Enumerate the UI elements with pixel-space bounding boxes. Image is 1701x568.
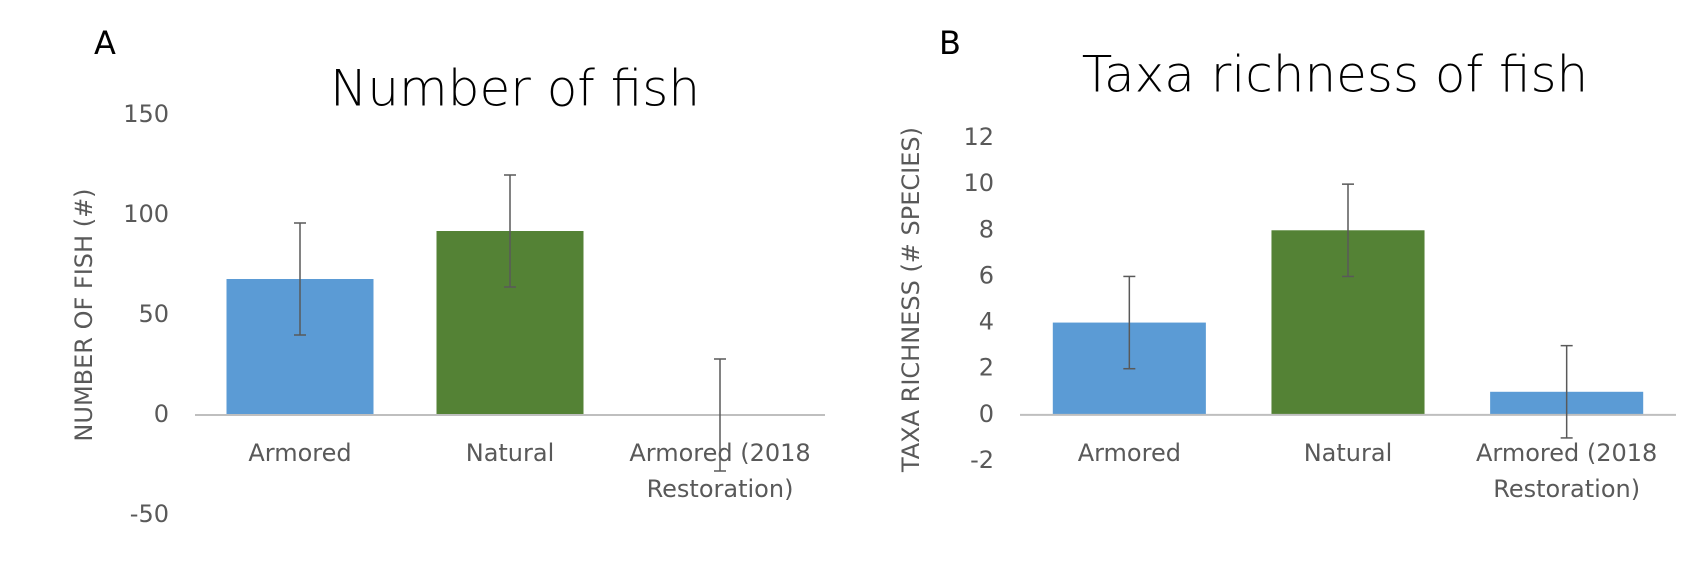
error-bar	[1560, 344, 1573, 439]
y-axis-title: TAXA RICHNESS (# SPECIES)	[897, 127, 925, 473]
x-tick-label-box: Armored (2018 Restoration)	[629, 439, 811, 503]
y-tick-label: 12	[963, 123, 994, 151]
y-tick-label: 4	[979, 308, 994, 336]
chart-title: Number of fish	[330, 60, 700, 118]
panel-label: A	[94, 24, 116, 62]
y-tick-label: 150	[123, 100, 169, 128]
x-tick-label-box: Armored	[248, 439, 352, 467]
error-bar	[504, 174, 516, 288]
x-tick-label: Armored	[1077, 438, 1181, 467]
panel-label: B	[939, 24, 961, 62]
x-tick-label: Armored	[248, 439, 352, 467]
chart-title: Taxa richness of fish	[1082, 46, 1588, 104]
error-bar	[1123, 275, 1136, 370]
y-tick-label: 2	[979, 354, 994, 382]
error-bar	[1342, 183, 1354, 278]
y-tick-label: -2	[970, 446, 994, 474]
x-tick-label-box: Armored	[1077, 438, 1181, 467]
x-tick-label-box: Natural	[465, 439, 555, 467]
error-bar	[294, 222, 306, 336]
x-tick-label: Armored (2018 Restoration)	[629, 439, 811, 503]
y-tick-label: 0	[979, 400, 994, 428]
y-axis-title: NUMBER OF FISH (#)	[70, 188, 98, 441]
y-tick-label: 6	[979, 261, 994, 289]
x-tick-label: Natural	[465, 439, 555, 467]
y-tick-label: 50	[138, 300, 169, 328]
y-tick-label: 100	[123, 200, 169, 228]
x-tick-label-box: Natural	[1303, 438, 1393, 467]
x-tick-label-box: Armored (2018 Restoration)	[1475, 438, 1658, 503]
x-tick-label: Natural	[1303, 438, 1393, 467]
y-tick-label: 10	[963, 169, 994, 197]
y-tick-label: -50	[130, 500, 169, 528]
error-bar	[714, 358, 726, 472]
x-tick-label: Armored (2018 Restoration)	[1475, 438, 1658, 503]
y-tick-label: 8	[979, 215, 994, 243]
y-tick-label: 0	[154, 400, 169, 428]
